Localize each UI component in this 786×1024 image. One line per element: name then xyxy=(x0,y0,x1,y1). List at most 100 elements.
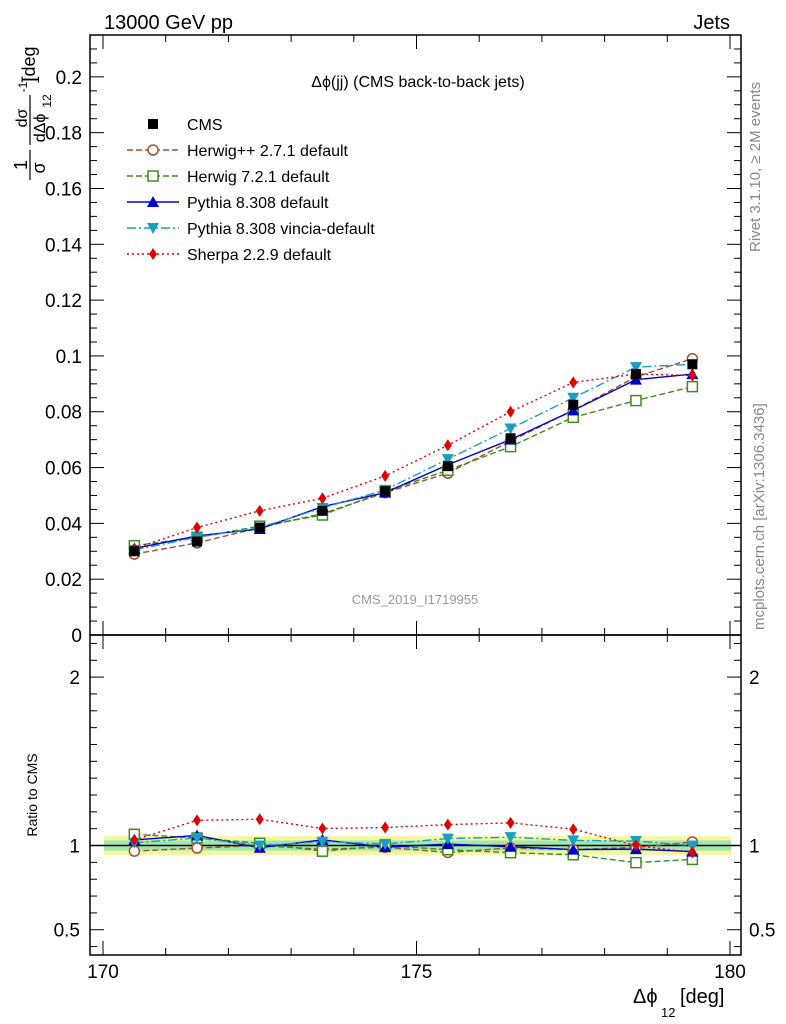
point-cms-data xyxy=(317,505,328,516)
point-pythia-8-308-default xyxy=(567,404,580,416)
legend-label-cms: CMS xyxy=(187,117,223,134)
legend-marker-herwig-2-7-1-default xyxy=(147,144,159,156)
point-sherpa-2-2-9-default xyxy=(443,439,452,452)
legend-label-herwig-2-7-1-default: Herwig++ 2.7.1 default xyxy=(187,143,349,160)
ratio-point-sherpa-2-2-9-default xyxy=(443,818,452,831)
y-label-frac2-num: dσ xyxy=(14,108,31,127)
axis-tick-labels: 0 0.02 0.04 0.06 0.08 0.1 0.12 0.14 0.16 0.18 0.2 0… xyxy=(45,68,775,983)
point-sherpa-2-2-9-default xyxy=(381,469,390,482)
point-cms-data xyxy=(505,433,516,444)
y-tick-label-main: 0.14 xyxy=(45,235,82,256)
ratio-point-sherpa-2-2-9-default xyxy=(688,846,697,859)
point-sherpa-2-2-9-default xyxy=(255,504,264,517)
legend: CMS Herwig++ 2.7.1 default Herwig 7.2.1 de… xyxy=(127,117,375,264)
x-tick-label: 180 xyxy=(714,962,746,983)
y-label-frac1-den: σ xyxy=(29,162,49,173)
ratio-point-sherpa-2-2-9-default xyxy=(255,813,264,826)
ratio-line-pythia-8-308-vincia-default xyxy=(134,836,693,847)
ratio-point-pythia-8-308-vincia-default xyxy=(253,840,266,852)
ratio-point-sherpa-2-2-9-default xyxy=(569,823,578,836)
axis-ticks xyxy=(90,35,741,955)
point-sherpa-2-2-9-default xyxy=(506,405,515,418)
point-cms-data xyxy=(630,369,641,380)
point-herwig-7-2-1-default xyxy=(686,380,699,393)
x-tick-label: 170 xyxy=(87,962,119,983)
series-line-pythia-8-308-default xyxy=(134,373,693,550)
x-label-main: Δϕ xyxy=(633,986,658,1008)
legend-label-sherpa-2-2-9-default: Sherpa 2.2.9 default xyxy=(187,247,332,264)
y-tick-label-ratio: 2 xyxy=(69,668,80,689)
point-cms-data xyxy=(380,486,391,497)
ratio-point-pythia-8-308-vincia-default xyxy=(316,836,329,848)
y-tick-label-ratio: 0.5 xyxy=(54,921,80,942)
y-tick-label-main: 0.2 xyxy=(56,68,82,89)
ratio-point-pythia-8-308-vincia-default xyxy=(686,840,699,852)
ratio-point-sherpa-2-2-9-default xyxy=(130,833,139,846)
legend-label-pythia-8-308-default: Pythia 8.308 default xyxy=(187,195,329,212)
rivet-version-label: Rivet 3.1.10, ≥ 2M events xyxy=(747,82,764,252)
y-tick-label-ratio-right: 2 xyxy=(749,668,760,689)
ratio-line-herwig-7-2-1-default xyxy=(134,833,693,864)
y-label-frac1-num: 1 xyxy=(11,160,31,170)
point-pythia-8-308-vincia-default xyxy=(504,423,517,435)
ratio-point-herwig-2-7-1-default xyxy=(191,842,203,854)
y-tick-label-main: 0.06 xyxy=(45,459,82,480)
point-pythia-8-308-vincia-default xyxy=(567,392,580,404)
y-tick-label-main: 0.16 xyxy=(45,179,82,200)
y-tick-label-main: 0.18 xyxy=(45,124,82,145)
point-sherpa-2-2-9-default xyxy=(318,492,327,505)
legend-label-pythia-8-308-vincia-default: Pythia 8.308 vincia-default xyxy=(187,221,375,238)
y-tick-label-ratio-right: 0.5 xyxy=(749,921,775,942)
point-cms-data xyxy=(254,522,265,533)
y-tick-label-main: 0.02 xyxy=(45,570,82,591)
legend-marker-pythia-8-308-vincia-default xyxy=(147,223,159,234)
point-cms-data xyxy=(687,359,698,370)
ratio-point-pythia-8-308-vincia-default xyxy=(567,835,580,847)
mc-curves xyxy=(134,358,693,864)
ratio-plot-frame xyxy=(89,634,742,956)
series-line-herwig-7-2-1-default xyxy=(134,385,693,547)
ratio-point-herwig-7-2-1-default xyxy=(630,856,642,869)
point-pythia-8-308-vincia-default xyxy=(629,362,642,374)
series-line-pythia-8-308-vincia-default xyxy=(134,363,693,551)
x-axis-label: Δϕ 12 [deg] xyxy=(633,986,724,1020)
series-line-sherpa-2-2-9-default xyxy=(134,373,693,550)
y-tick-label-main: 0.12 xyxy=(45,291,82,312)
x-label-unit: [deg] xyxy=(680,986,724,1008)
ratio-point-sherpa-2-2-9-default xyxy=(318,822,327,835)
series-line-herwig-2-7-1-default xyxy=(134,358,693,555)
legend-marker-herwig-7-2-1-default xyxy=(147,170,159,182)
ratio-point-pythia-8-308-vincia-default xyxy=(504,832,517,844)
header-left: 13000 GeV pp xyxy=(104,12,233,34)
point-cms-data xyxy=(568,399,579,410)
y-tick-label-main: 0.1 xyxy=(56,347,82,368)
ratio-point-sherpa-2-2-9-default xyxy=(631,839,640,852)
y-axis-label-ratio: Ratio to CMS xyxy=(24,753,40,836)
ratio-point-sherpa-2-2-9-default xyxy=(193,814,202,827)
legend-marker-cms xyxy=(148,119,158,129)
ratio-point-pythia-8-308-vincia-default xyxy=(191,832,204,844)
point-herwig-7-2-1-default xyxy=(630,394,642,407)
ratio-point-sherpa-2-2-9-default xyxy=(381,821,390,834)
y-tick-label-ratio: 1 xyxy=(69,837,80,858)
ratio-point-pythia-8-308-default xyxy=(504,840,517,852)
header-right: Jets xyxy=(693,12,730,34)
y-label-frac2-den-sub: 12 xyxy=(40,94,54,108)
point-sherpa-2-2-9-default xyxy=(569,376,578,389)
y-axis-label-main: 1 σ dσ dΔϕ 12 ] -1 [deg xyxy=(11,46,54,180)
point-pythia-8-308-vincia-default xyxy=(441,454,454,466)
point-cms-data xyxy=(442,461,453,472)
x-label-sub: 12 xyxy=(661,1005,675,1020)
point-sherpa-2-2-9-default xyxy=(688,369,697,382)
x-tick-label: 175 xyxy=(401,962,433,983)
point-cms-data xyxy=(192,536,203,547)
y-label-frac2-den: dΔϕ xyxy=(32,114,49,143)
markers xyxy=(128,352,699,869)
y-tick-label-main: 0.08 xyxy=(45,403,82,424)
ratio-line-pythia-8-308-default xyxy=(134,834,693,853)
ratio-point-pythia-8-308-vincia-default xyxy=(441,833,454,845)
ratio-line-sherpa-2-2-9-default xyxy=(134,818,693,854)
ratio-point-pythia-8-308-default xyxy=(567,843,580,855)
mcplots-url-label: mcplots.cern.ch [arXiv:1306.3436] xyxy=(751,403,768,630)
point-sherpa-2-2-9-default xyxy=(193,521,202,534)
